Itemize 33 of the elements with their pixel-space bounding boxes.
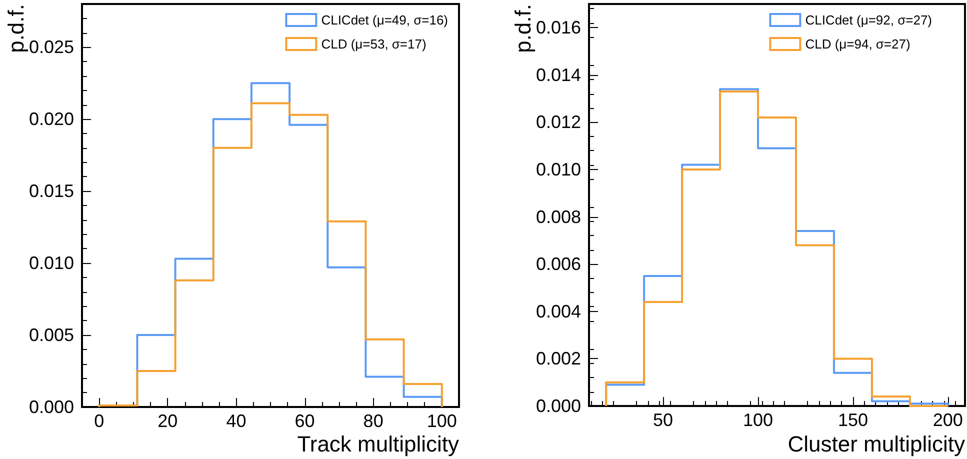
y-tick-label: 0.014: [536, 64, 581, 85]
y-tick-label: 0.010: [28, 253, 74, 274]
x-tick-label: 0: [94, 411, 104, 431]
y-tick-label: 0.006: [536, 254, 581, 274]
y-tick-label: 0.002: [536, 348, 581, 369]
x-tick-label: 150: [838, 410, 868, 430]
y-tick-label: 0.000: [536, 396, 581, 416]
y-tick-label: 0.000: [28, 397, 74, 417]
x-axis-title: Cluster multiplicity: [788, 432, 966, 456]
x-tick-label: 40: [226, 411, 246, 431]
y-axis-title: p.d.f.: [510, 4, 536, 53]
y-tick-label: 0.008: [536, 206, 581, 227]
legend-label: CLD (μ=53, σ=17): [321, 36, 426, 52]
y-axis-title: p.d.f.: [4, 4, 28, 53]
legend-label: CLICdet (μ=49, σ=16): [321, 12, 448, 28]
x-tick-label: 50: [653, 410, 674, 430]
y-tick-label: 0.004: [536, 301, 581, 322]
y-tick-label: 0.010: [536, 160, 581, 180]
y-tick-label: 0.020: [28, 109, 74, 130]
x-tick-label: 100: [426, 411, 457, 431]
x-tick-label: 60: [294, 411, 315, 431]
x-tick-label: 200: [932, 410, 963, 430]
legend-label: CLD (μ=94, σ=27): [805, 36, 910, 52]
x-tick-label: 80: [363, 411, 384, 431]
x-tick-label: 20: [158, 411, 178, 431]
legend-label: CLICdet (μ=92, σ=27): [805, 12, 932, 28]
y-tick-label: 0.012: [536, 112, 581, 132]
y-tick-label: 0.005: [28, 325, 74, 346]
y-tick-label: 0.016: [536, 18, 581, 38]
y-tick-label: 0.015: [28, 181, 74, 202]
x-axis-title: Track multiplicity: [297, 432, 460, 456]
y-tick-label: 0.025: [28, 37, 74, 58]
x-tick-label: 100: [742, 410, 774, 430]
